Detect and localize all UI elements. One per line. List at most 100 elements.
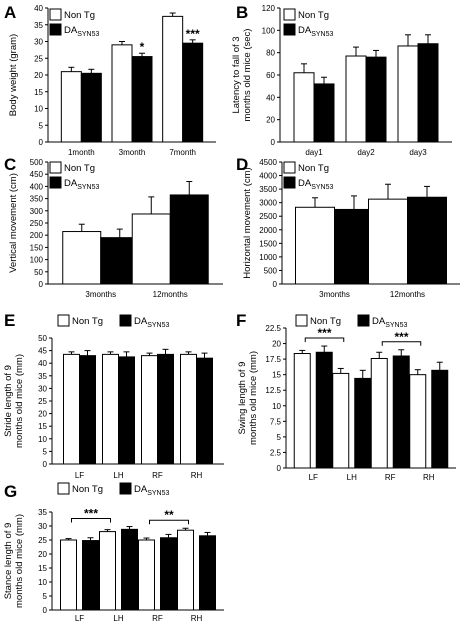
- significance-bracket: [71, 518, 111, 523]
- svg-text:E: E: [4, 311, 15, 330]
- y-tick-label: 2.5: [270, 448, 282, 457]
- legend-swatch-da: [119, 482, 132, 495]
- y-tick-label: 5: [43, 592, 48, 601]
- bar-da: [169, 194, 209, 285]
- legend-label-da-main: DA: [298, 25, 312, 36]
- legend-label-da-sub: SYN53: [77, 31, 99, 38]
- y-tick-label: 150: [30, 243, 44, 252]
- chart-c: 0 50 100 150 200 250 300 350 400 450 500 Vertical m…: [8, 158, 223, 299]
- legend-label-da: DASYN53: [298, 25, 333, 38]
- y-tick-label: 2500: [259, 212, 277, 221]
- significance-marker: **: [164, 508, 174, 522]
- y-tick-label: 10: [272, 402, 281, 411]
- legend-label-da-sub: SYN53: [147, 490, 169, 497]
- x-tick-label: LF: [309, 473, 318, 482]
- y-axis-label: Swing length of 9months old mice (mm): [237, 351, 259, 445]
- legend-swatch-da: [119, 314, 132, 327]
- x-tick-label: 3months: [85, 290, 116, 299]
- y-tick-label: 0: [273, 280, 278, 289]
- bar-da: [315, 351, 333, 469]
- bar-nontg: [62, 231, 102, 285]
- bar-da: [392, 355, 410, 469]
- panel-label-c: C: [4, 155, 16, 174]
- legend-swatch-nontg: [295, 314, 308, 327]
- x-tick-label: RH: [191, 614, 203, 623]
- y-tick-label: 4500: [259, 158, 277, 167]
- bar-da: [131, 56, 153, 143]
- bar-nontg: [295, 206, 335, 285]
- y-tick-label: 25: [38, 397, 47, 406]
- x-tick-label: RH: [423, 473, 435, 482]
- legend-label-da-main: DA: [64, 25, 78, 36]
- x-tick-label: 12months: [153, 290, 188, 299]
- legend-label-da-sub: SYN53: [385, 322, 407, 329]
- y-tick-label: 0: [277, 464, 282, 473]
- panel-label-g: G: [4, 482, 17, 501]
- significance-bracket: [304, 337, 345, 343]
- x-tick-label: day1: [305, 148, 323, 157]
- bar-nontg: [63, 353, 80, 465]
- y-axis-label-line: months old mice (mm): [14, 514, 25, 608]
- significance-marker: ***: [394, 330, 408, 344]
- legend-label-nontg: Non Tg: [64, 163, 95, 174]
- panel-label-b: B: [236, 3, 248, 22]
- y-axis-label-line: Swing length of 9: [237, 362, 248, 435]
- y-tick-label: 300: [30, 207, 44, 216]
- significance-marker: *: [140, 40, 145, 54]
- legend-label-nontg: Non Tg: [298, 163, 329, 174]
- y-tick-label: 20: [38, 550, 47, 559]
- bar-nontg: [60, 71, 82, 143]
- y-tick-label: 0: [43, 606, 48, 615]
- y-tick-label: 250: [30, 219, 44, 228]
- y-tick-label: 4000: [259, 172, 277, 181]
- legend-label-nontg: Non Tg: [64, 10, 95, 21]
- y-tick-label: 100: [30, 256, 44, 265]
- significance-marker: ***: [317, 326, 331, 340]
- y-tick-label: 10: [34, 105, 43, 114]
- y-tick-label: 40: [38, 359, 47, 368]
- legend-swatch-da: [49, 176, 62, 189]
- bar-nontg: [162, 15, 184, 143]
- bar-da: [365, 56, 387, 143]
- y-tick-label: 400: [30, 182, 44, 191]
- y-tick-label: 5: [39, 121, 44, 130]
- legend-label-da-main: DA: [372, 316, 386, 327]
- x-tick-label: LH: [113, 471, 123, 480]
- y-tick-label: 20: [34, 71, 43, 80]
- x-tick-label: day2: [357, 148, 375, 157]
- y-tick-label: 3000: [259, 199, 277, 208]
- y-axis-label: Stride length of 9months old mice (mm): [3, 354, 25, 448]
- bar-da: [121, 528, 138, 611]
- legend-label-da-sub: SYN53: [311, 31, 333, 38]
- chart-g: 0 5 10 15 20 25 30 35 Stance length of 9months o…: [3, 482, 224, 623]
- x-tick-label: LH: [113, 614, 123, 623]
- y-tick-label: 35: [38, 508, 47, 517]
- panel-label-f: F: [236, 311, 246, 330]
- svg-text:F: F: [236, 311, 246, 330]
- svg-text:D: D: [236, 155, 248, 174]
- panel-label-e: E: [4, 311, 15, 330]
- bar-da: [354, 377, 372, 469]
- legend-label-da-sub: SYN53: [147, 322, 169, 329]
- legend-label-da: DASYN53: [134, 484, 169, 497]
- bar-nontg: [180, 353, 197, 465]
- bar-da: [118, 356, 135, 465]
- bar-da: [160, 537, 177, 611]
- x-tick-label: RF: [152, 471, 163, 480]
- y-tick-label: 5: [43, 447, 48, 456]
- y-tick-label: 30: [34, 38, 43, 47]
- legend-label-da-sub: SYN53: [311, 184, 333, 191]
- legend-label-da-main: DA: [64, 178, 78, 189]
- y-tick-label: 25: [34, 54, 43, 63]
- legend-label-da-main: DA: [134, 316, 148, 327]
- y-tick-label: 10: [38, 578, 47, 587]
- bar-nontg: [60, 539, 77, 611]
- y-tick-label: 3500: [259, 185, 277, 194]
- legend-label-da-sub: SYN53: [77, 184, 99, 191]
- legend-swatch-da: [357, 314, 370, 327]
- legend-swatch-da: [283, 176, 296, 189]
- y-tick-label: 350: [30, 195, 44, 204]
- legend-label-da: DASYN53: [134, 316, 169, 329]
- y-tick-label: 15: [38, 422, 47, 431]
